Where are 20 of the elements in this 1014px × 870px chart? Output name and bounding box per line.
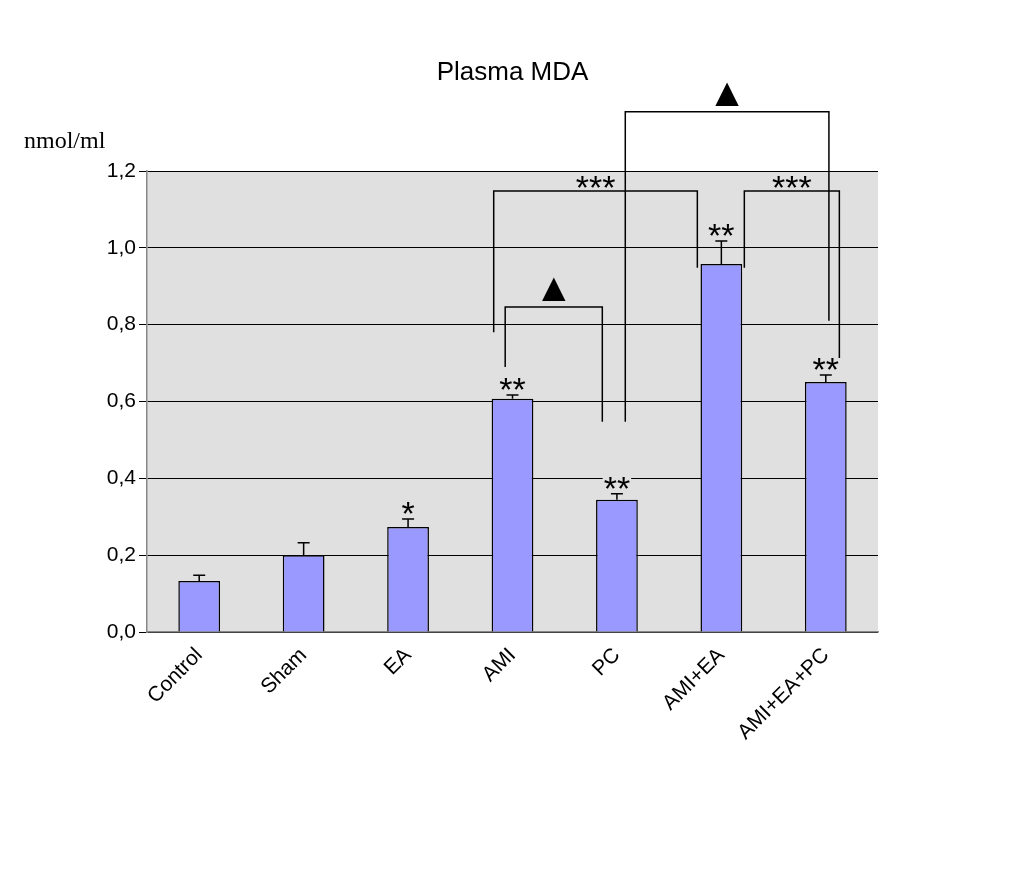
annotation: ▲ (533, 264, 574, 309)
chart-title: Plasma MDA (436, 56, 589, 86)
annotation: ** (708, 215, 735, 254)
y-axis-title: nmol/ml (24, 127, 106, 153)
annotation: *** (771, 167, 812, 206)
annotation: ** (812, 349, 840, 388)
y-tick-label: 0,2 (106, 541, 136, 565)
y-tick-label: 0,6 (106, 388, 136, 412)
x-tick-label: PC (586, 642, 624, 680)
y-tick-label: 1,0 (106, 234, 136, 258)
x-tick-label: EA (378, 642, 415, 679)
y-tick-label: 1,2 (106, 157, 136, 181)
y-tick-label: 0,8 (106, 311, 136, 335)
y-tick-label: 0,4 (106, 465, 137, 489)
annotation: * (401, 494, 415, 533)
annotation: ** (603, 468, 631, 507)
annotation: ** (499, 369, 526, 408)
text: ▲ (707, 69, 747, 114)
y-tick-label: 0,0 (106, 618, 136, 642)
annotation: *** (575, 167, 616, 206)
